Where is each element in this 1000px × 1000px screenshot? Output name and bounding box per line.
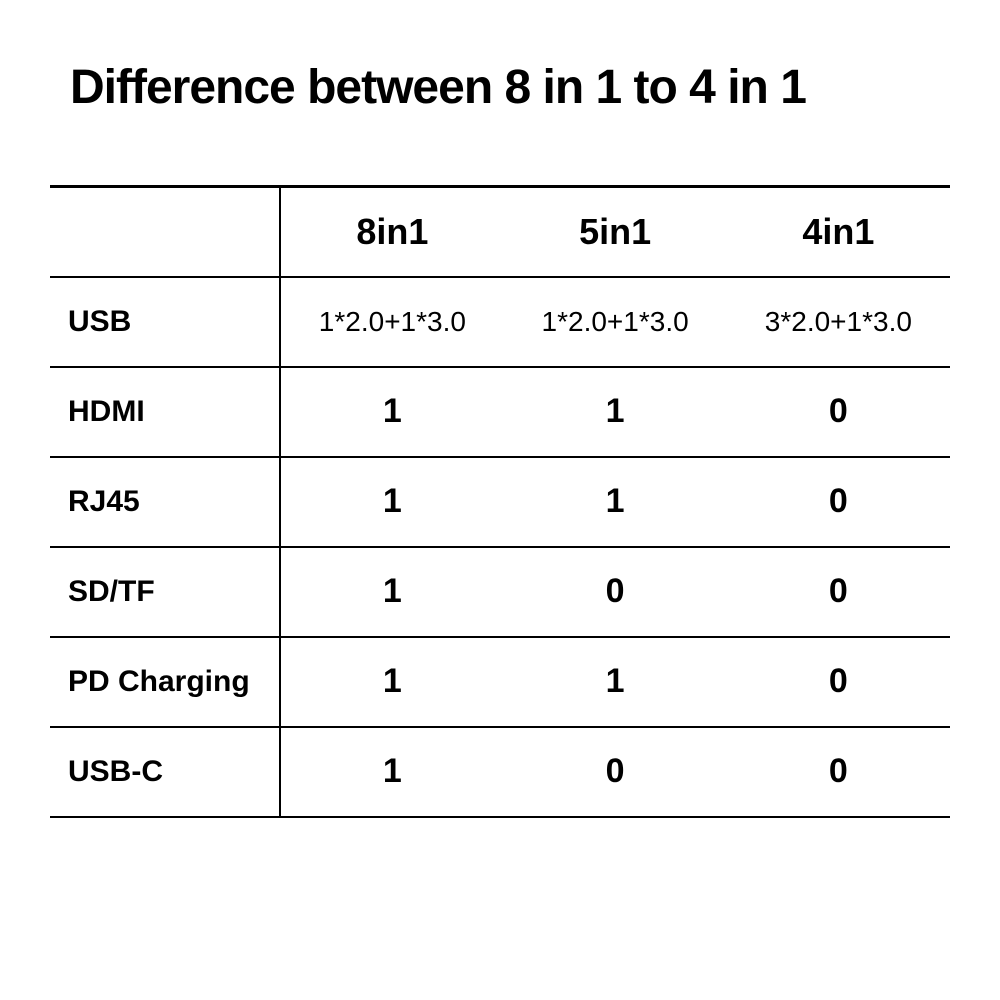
cell: 0 xyxy=(727,547,950,637)
table-row: USB 1*2.0+1*3.0 1*2.0+1*3.0 3*2.0+1*3.0 xyxy=(50,277,950,367)
cell: 0 xyxy=(727,637,950,727)
cell: 1 xyxy=(503,457,726,547)
header-empty xyxy=(50,187,280,277)
table-header-row: 8in1 5in1 4in1 xyxy=(50,187,950,277)
cell: 0 xyxy=(727,367,950,457)
table-row: SD/TF 1 0 0 xyxy=(50,547,950,637)
cell: 1 xyxy=(503,367,726,457)
cell: 1*2.0+1*3.0 xyxy=(280,277,503,367)
cell: 0 xyxy=(727,727,950,817)
row-label: SD/TF xyxy=(50,547,280,637)
cell: 1 xyxy=(280,367,503,457)
column-header: 5in1 xyxy=(503,187,726,277)
cell: 1 xyxy=(503,637,726,727)
cell: 3*2.0+1*3.0 xyxy=(727,277,950,367)
table-row: RJ45 1 1 0 xyxy=(50,457,950,547)
row-label: USB xyxy=(50,277,280,367)
row-label: PD Charging xyxy=(50,637,280,727)
row-label: HDMI xyxy=(50,367,280,457)
cell: 1 xyxy=(280,547,503,637)
column-header: 8in1 xyxy=(280,187,503,277)
cell: 1 xyxy=(280,727,503,817)
cell: 0 xyxy=(727,457,950,547)
row-label: RJ45 xyxy=(50,457,280,547)
table-row: HDMI 1 1 0 xyxy=(50,367,950,457)
table-row: USB-C 1 0 0 xyxy=(50,727,950,817)
cell: 1 xyxy=(280,457,503,547)
table-row: PD Charging 1 1 0 xyxy=(50,637,950,727)
comparison-table: 8in1 5in1 4in1 USB 1*2.0+1*3.0 1*2.0+1*3… xyxy=(50,185,950,818)
row-label: USB-C xyxy=(50,727,280,817)
cell: 1 xyxy=(280,637,503,727)
page-title: Difference between 8 in 1 to 4 in 1 xyxy=(70,60,950,115)
cell: 1*2.0+1*3.0 xyxy=(503,277,726,367)
column-header: 4in1 xyxy=(727,187,950,277)
cell: 0 xyxy=(503,727,726,817)
cell: 0 xyxy=(503,547,726,637)
